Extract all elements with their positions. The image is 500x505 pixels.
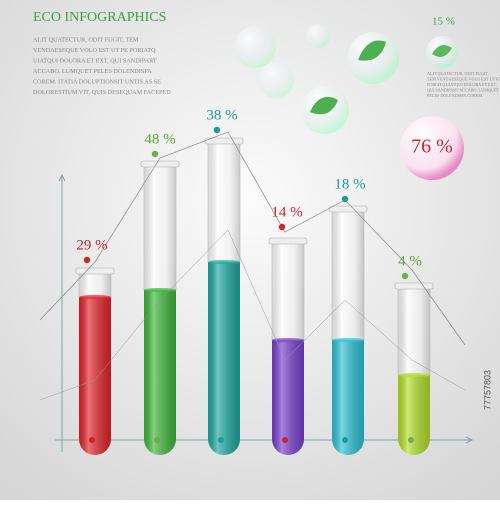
- trend-line: [39, 131, 466, 346]
- liquid-shine: [79, 297, 111, 455]
- body-line: VENDAESEQUE VOLO EST UT PE PORIATQ: [33, 47, 156, 54]
- side-line: TEM VENDAESEQUE VOLO EST UT PE: [427, 76, 500, 81]
- label-dot: [341, 195, 349, 203]
- title: ECO INFOGRAPHICS: [33, 10, 166, 25]
- tube-label: 29 %: [76, 237, 107, 253]
- tube-label: 4 %: [398, 253, 422, 269]
- glass: [143, 164, 177, 291]
- watermark: 77757803: [482, 370, 492, 410]
- rim: [394, 282, 434, 290]
- label-dot: [278, 223, 286, 231]
- glass: [397, 286, 431, 376]
- body-line: DOLORESTIUM VIT, QUIS DESEQUAM FACEPED: [33, 89, 171, 96]
- rim: [328, 205, 368, 213]
- liquid-top: [272, 338, 304, 342]
- test-tube: [328, 205, 368, 455]
- rim: [268, 237, 308, 245]
- liquid-top: [79, 295, 111, 299]
- axis-dot: [342, 437, 348, 443]
- label-dot: [151, 150, 159, 158]
- trend-line: [39, 229, 466, 401]
- test-tube: [268, 237, 308, 455]
- test-tube: [394, 282, 434, 455]
- rim: [75, 267, 115, 275]
- tube-label: 18 %: [334, 176, 365, 192]
- glass: [78, 271, 112, 298]
- label-dot: [401, 272, 409, 280]
- label-dot: [83, 256, 91, 264]
- body-line: UIATQUI DOLORA ET EXT, QUI SANDIPART: [33, 57, 157, 64]
- test-tube: [75, 267, 115, 455]
- bubbles: [234, 24, 464, 180]
- rim: [140, 160, 180, 168]
- axis-dot: [218, 437, 224, 443]
- axis-dot: [282, 437, 288, 443]
- liquid-top: [208, 260, 240, 264]
- tube-label: 14 %: [271, 204, 302, 220]
- side-line: QUI SANDIPART ACCABO. LUMQUET: [427, 87, 500, 92]
- liquid-shine: [332, 340, 364, 455]
- axis-dot: [154, 437, 160, 443]
- side-line: PORIATQ UIATQUI DOLORA ET EXT,: [427, 82, 497, 88]
- liquid-top: [332, 338, 364, 342]
- axis-dot: [408, 437, 414, 443]
- body-line: COREM. ITATIA DOLUPTIONSIT UNTIS AS SE: [33, 78, 161, 85]
- liquid-shine: [208, 262, 240, 455]
- tube-label: 38 %: [206, 107, 237, 123]
- test-tube: [204, 137, 244, 455]
- side-line: PELES DOLENDISPA COREM.: [427, 93, 483, 98]
- liquid-shine: [398, 375, 430, 455]
- axis-dot: [89, 437, 95, 443]
- test-tube: [140, 160, 180, 455]
- label-dot: [213, 126, 221, 134]
- glass: [271, 241, 305, 341]
- glass: [331, 209, 365, 341]
- tube-label: 48 %: [144, 131, 175, 147]
- side-label: 15 %: [432, 16, 455, 28]
- liquid-top: [144, 288, 176, 292]
- liquid-shine: [144, 290, 176, 455]
- glass: [207, 141, 241, 263]
- liquid-top: [398, 373, 430, 377]
- body-line: ALIT QUATECTUR, ODIT FUGIT, TEM: [33, 36, 139, 43]
- bubble-label: 76 %: [411, 136, 453, 158]
- body-text: ALIT QUATECTUR, ODIT FUGIT, TEM VENDAESEQ…: [33, 36, 171, 96]
- body-line: ACCABO. LUMQUET PELES DOLENDISPA: [33, 68, 152, 75]
- side-text: ALIT QUATECTUR, ODIT FUGIT,TEM VENDAESEQ…: [427, 71, 500, 98]
- liquid-shine: [272, 340, 304, 455]
- side-line: ALIT QUATECTUR, ODIT FUGIT,: [427, 71, 489, 77]
